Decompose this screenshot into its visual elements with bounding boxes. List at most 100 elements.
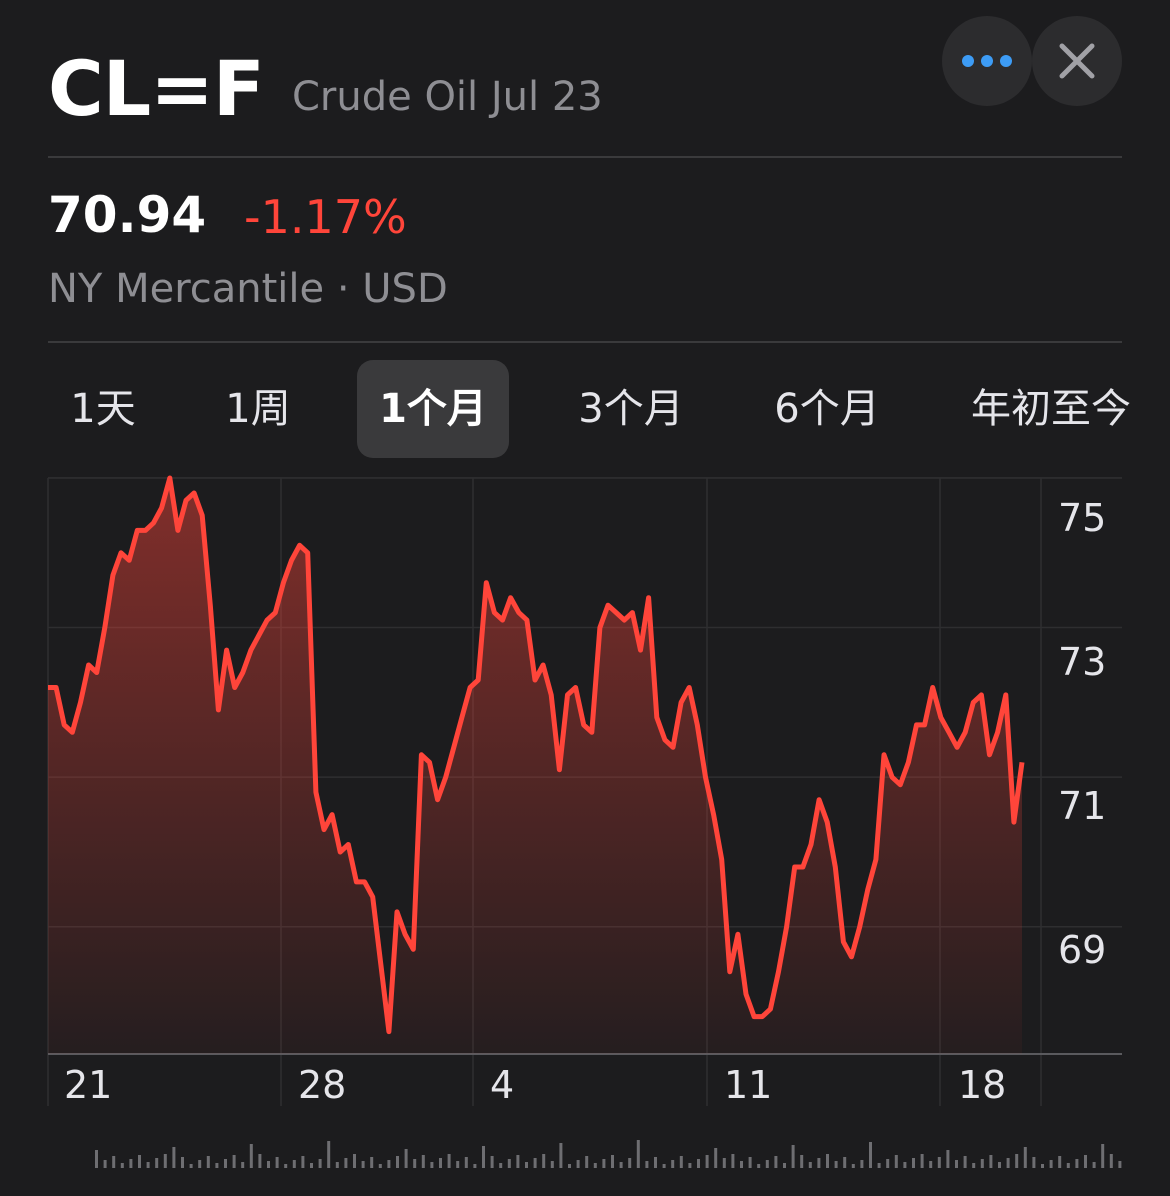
volume-bar <box>146 1162 150 1168</box>
volume-bar <box>112 1156 116 1168</box>
volume-bar <box>679 1156 683 1168</box>
volume-bar <box>654 1157 657 1168</box>
volume-bar <box>800 1155 804 1168</box>
volume-bar <box>1118 1161 1122 1168</box>
volume-bar <box>1023 1147 1027 1168</box>
volume-bar <box>284 1164 288 1168</box>
volume-bar <box>765 1160 769 1168</box>
volume-bar <box>937 1157 941 1168</box>
volume-bar <box>404 1149 408 1168</box>
tab-1m[interactable]: 1个月 <box>357 360 509 458</box>
volume-bar <box>396 1156 399 1168</box>
tab-1d[interactable]: 1天 <box>70 386 136 432</box>
volume-bar <box>275 1157 279 1168</box>
volume-bar <box>1092 1162 1096 1168</box>
volume-bar <box>1058 1156 1062 1168</box>
volume-bar <box>955 1160 958 1168</box>
tab-3m[interactable]: 3个月 <box>578 386 684 432</box>
volume-bar <box>310 1163 313 1168</box>
volume-bar <box>989 1155 993 1168</box>
volume-bar <box>353 1154 356 1168</box>
tab-1w[interactable]: 1周 <box>225 386 291 432</box>
volume-bar <box>645 1161 649 1168</box>
volume-bar <box>903 1162 907 1168</box>
price-line <box>48 475 1025 1035</box>
volume-bar <box>232 1155 236 1168</box>
volume-bar <box>129 1159 133 1168</box>
volume-bar <box>602 1159 606 1168</box>
volume-bar <box>731 1154 735 1168</box>
volume-bar <box>1109 1154 1113 1168</box>
volume-bar <box>103 1160 107 1168</box>
header-divider <box>48 156 1122 158</box>
volume-bar <box>929 1161 933 1168</box>
x-tick-label: 11 <box>724 1063 772 1107</box>
volume-bar <box>189 1164 193 1168</box>
volume-bar <box>843 1157 847 1168</box>
volume-bar <box>671 1160 675 1168</box>
price-area <box>48 478 1022 1054</box>
tab-6m[interactable]: 6个月 <box>774 386 880 432</box>
volume-bar <box>120 1163 124 1168</box>
volume-bar <box>456 1161 460 1168</box>
volume-bar <box>335 1162 339 1168</box>
volume-bar <box>267 1161 270 1168</box>
volume-bar <box>95 1150 98 1168</box>
volume-bar <box>163 1154 167 1168</box>
volume-bar <box>619 1162 623 1168</box>
instrument-name: Crude Oil Jul 23 <box>292 74 603 120</box>
volume-bar <box>378 1164 382 1168</box>
volume-bar <box>507 1159 511 1168</box>
volume-bar <box>1075 1159 1079 1168</box>
volume-bar <box>697 1159 700 1168</box>
y-tick-label: 71 <box>1058 784 1106 828</box>
volume-bar <box>525 1162 528 1168</box>
volume-bar <box>585 1156 589 1168</box>
volume-bar <box>783 1163 786 1168</box>
volume-bar <box>817 1158 821 1168</box>
volume-bar <box>894 1155 898 1168</box>
volume-bar <box>920 1154 924 1168</box>
volume-bar <box>1015 1154 1019 1168</box>
volume-bar <box>886 1159 890 1168</box>
volume-bar <box>430 1162 434 1168</box>
volume-bar <box>318 1159 322 1168</box>
volume-bar <box>327 1141 331 1168</box>
volume-bar <box>662 1164 666 1168</box>
header: CL=F Crude Oil Jul 23 <box>48 16 1122 140</box>
volume-bar <box>826 1154 829 1168</box>
volume-bar <box>860 1160 864 1168</box>
volume-bar <box>980 1159 984 1168</box>
volume-bar <box>963 1156 967 1168</box>
more-button[interactable] <box>942 16 1032 106</box>
price-change: -1.17% <box>244 190 407 244</box>
x-tick-label: 21 <box>64 1063 112 1107</box>
volume-bar <box>215 1163 219 1168</box>
volume-bar <box>206 1156 210 1168</box>
volume-bar <box>1049 1160 1053 1168</box>
volume-bar <box>499 1163 503 1168</box>
volume-bar <box>258 1154 262 1168</box>
volume-bar <box>361 1161 365 1168</box>
volume-bar <box>1032 1157 1036 1168</box>
volume-bar <box>198 1160 202 1168</box>
volume-bar <box>370 1157 374 1168</box>
close-button[interactable] <box>1032 16 1122 106</box>
x-axis-labels: 21 28 4 11 18 <box>64 1063 1006 1107</box>
y-tick-label: 69 <box>1058 928 1106 972</box>
volume-bar <box>576 1160 580 1168</box>
y-tick-label: 73 <box>1058 640 1106 684</box>
price-chart[interactable]: 75 73 71 69 21 28 4 11 18 <box>0 470 1170 1120</box>
volume-bar <box>447 1154 451 1168</box>
volume-bar <box>688 1163 692 1168</box>
tab-ytd[interactable]: 年初至今 <box>971 386 1131 432</box>
y-tick-label: 75 <box>1058 496 1106 540</box>
volume-bar <box>946 1150 950 1168</box>
volume-bar <box>241 1162 245 1168</box>
volume-bar <box>387 1160 391 1168</box>
range-tabs: 1天 1周 1个月 3个月 6个月 年初至今 <box>48 360 1170 458</box>
volume-bar <box>808 1162 812 1168</box>
x-tick-label: 28 <box>298 1063 346 1107</box>
volume-bar <box>568 1164 571 1168</box>
volume-bar <box>224 1159 227 1168</box>
